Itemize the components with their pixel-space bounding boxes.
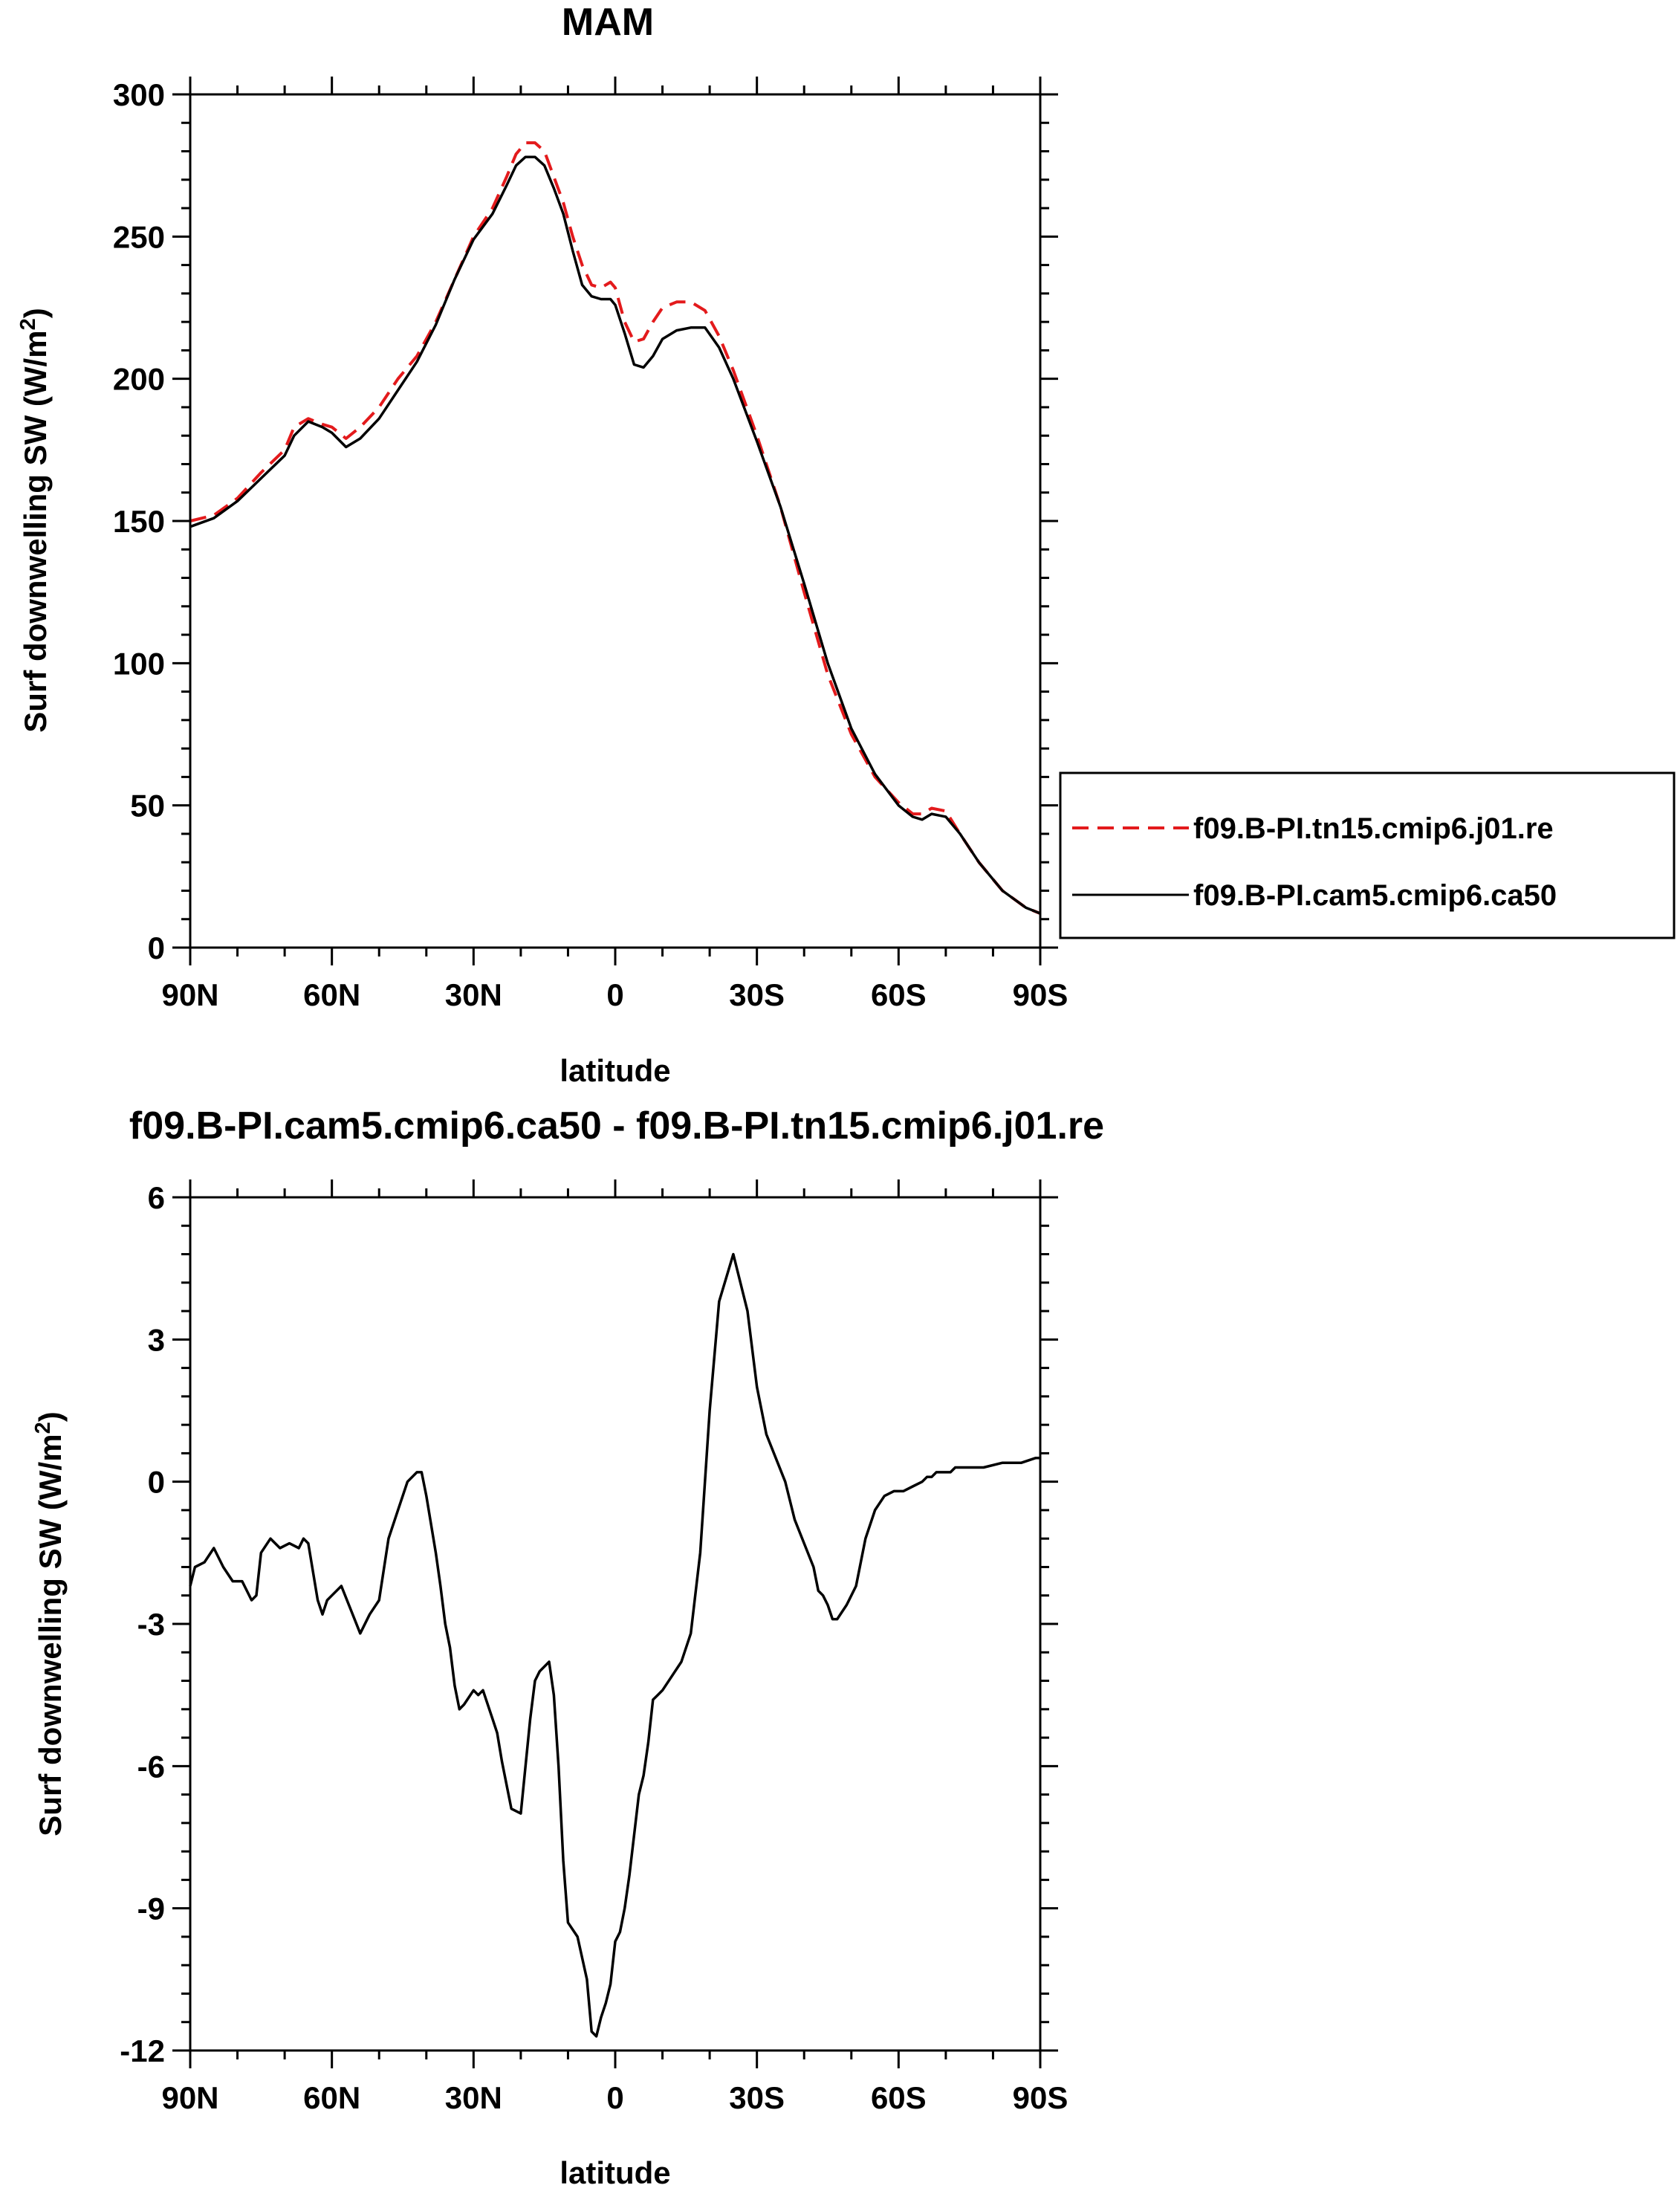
y-tick-label: 50 — [130, 789, 165, 823]
x-tick-label: 0 — [606, 2080, 623, 2115]
x-axis-label: latitude — [560, 2155, 670, 2188]
series-line-2 — [189, 155, 1041, 915]
y-axis-ticks: -12 -9 -6 -3 0 3 6 — [120, 1180, 1058, 2068]
y-tick-label: -9 — [137, 1891, 165, 1926]
y-tick-label: 6 — [148, 1180, 165, 1215]
x-tick-label: 30S — [729, 2080, 785, 2115]
legend: f09.B-PI.tn15.cmip6.j01.re f09.B-PI.cam5… — [1059, 771, 1676, 939]
x-tick-label: 0 — [606, 977, 623, 1012]
y-tick-label: 250 — [113, 219, 165, 254]
chart-title: MAM — [562, 1, 654, 44]
y-tick-label: 150 — [113, 504, 165, 539]
y-tick-label: 300 — [113, 77, 165, 112]
series-line-1 — [189, 1252, 1040, 2038]
series-lines — [189, 1252, 1040, 2038]
y-tick-label: 3 — [148, 1322, 165, 1357]
series-lines — [189, 141, 1041, 915]
x-tick-label: 90N — [161, 977, 218, 1012]
y-tick-label: 0 — [148, 930, 165, 965]
x-tick-label: 60N — [303, 977, 360, 1012]
y-axis-label: Surf downwelling SW (W/m2) — [16, 308, 53, 732]
x-axis-ticks: 90N 60N 30N 0 30S 60S 90S — [161, 77, 1068, 1012]
plot-frame — [189, 93, 1042, 949]
x-tick-label: 60S — [871, 977, 927, 1012]
y-tick-label: 100 — [113, 646, 165, 681]
y-tick-label: 200 — [113, 362, 165, 397]
y-tick-label: -6 — [137, 1749, 165, 1784]
plot-frame — [189, 1196, 1042, 2052]
x-tick-label: 30N — [445, 977, 502, 1012]
y-tick-label: -3 — [137, 1607, 165, 1642]
legend-entry-2: f09.B-PI.cam5.cmip6.ca50 — [1193, 879, 1557, 912]
x-tick-label: 90S — [1013, 977, 1068, 1012]
series-line-1 — [189, 141, 1041, 915]
y-axis-ticks: 0 50 100 150 200 250 300 — [113, 77, 1058, 965]
x-tick-label: 90S — [1013, 2080, 1068, 2115]
y-axis-label: Surf downwelling SW (W/m2) — [31, 1411, 68, 1836]
x-tick-label: 90N — [161, 2080, 218, 2115]
chart-title-difference: f09.B-PI.cam5.cmip6.ca50 - f09.B-PI.tn15… — [129, 1104, 1104, 1148]
y-tick-label: 0 — [148, 1465, 165, 1500]
x-tick-label: 30S — [729, 977, 785, 1012]
panel-bottom: f09.B-PI.cam5.cmip6.ca50 - f09.B-PI.tn15… — [31, 1104, 1104, 2188]
y-tick-label: -12 — [120, 2033, 165, 2068]
x-tick-label: 60N — [303, 2080, 360, 2115]
legend-entry-1: f09.B-PI.tn15.cmip6.j01.re — [1193, 812, 1554, 845]
x-tick-label: 30N — [445, 2080, 502, 2115]
x-tick-label: 60S — [871, 2080, 927, 2115]
legend-box — [1059, 771, 1676, 939]
x-axis-label: latitude — [560, 1053, 670, 1088]
x-axis-ticks: 90N 60N 30N 0 30S 60S 90S — [161, 1179, 1068, 2115]
